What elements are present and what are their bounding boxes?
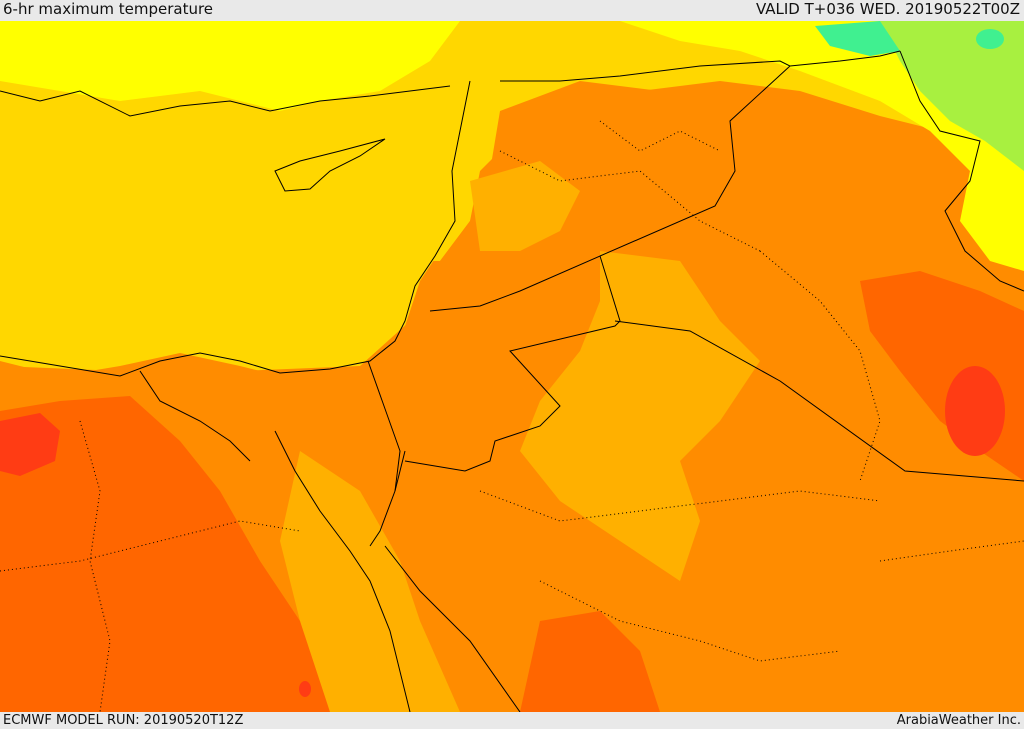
border-iraq-iran [899,50,1024,292]
temperature-zone-north-pale [0,21,460,116]
coastline-nile [139,370,251,462]
map-title: 6-hr maximum temperature [3,0,214,18]
coastline-mediterranean [0,80,471,377]
temperature-zone-cyan-spot [976,29,1004,49]
footer-bar: ECMWF MODEL RUN: 20190520T12Z ArabiaWeat… [0,712,1024,729]
header-bar: 6-hr maximum temperature VALID T+036 WED… [0,0,1024,21]
mediterranean-sea [0,76,470,376]
coastline-red-sea [274,430,521,712]
temperature-zone-red-dot [299,681,311,697]
border-iraq-saudi [614,320,1024,482]
temperature-zone-saudi-dark [520,611,660,712]
temperature-zone-northeast-cyan [815,21,900,56]
temperature-map-svg [0,21,1024,712]
province-line-6 [79,420,111,712]
temperature-map[interactable] [0,21,1024,712]
border-sinai [367,360,401,492]
temperature-zone-red-west [0,413,60,476]
temperature-zone-red-iraq [945,366,1005,456]
province-line-4 [479,490,881,522]
border-syria-iraq [500,60,791,257]
coastline-turkey [0,85,451,117]
province-line-8 [879,540,1024,562]
province-line-7 [599,120,721,152]
province-line-1 [499,150,761,252]
temperature-zone-northeast-green [880,21,1024,171]
province-line-2 [759,250,881,482]
credit: ArabiaWeather Inc. [896,713,1021,728]
internal-borders [0,120,1024,712]
temperature-zone-light-orange-nw [470,161,580,251]
borders-layer [0,50,1024,712]
temperature-zone-light-orange-ridge [520,251,760,581]
valid-time: VALID T+036 WED. 20190522T00Z [755,0,1020,18]
border-turkey [789,50,901,67]
border-jordan [404,255,621,472]
temperature-zone-egypt-dark [0,396,330,712]
model-run: ECMWF MODEL RUN: 20190520T12Z [3,713,244,728]
coastline-cyprus [274,138,386,192]
